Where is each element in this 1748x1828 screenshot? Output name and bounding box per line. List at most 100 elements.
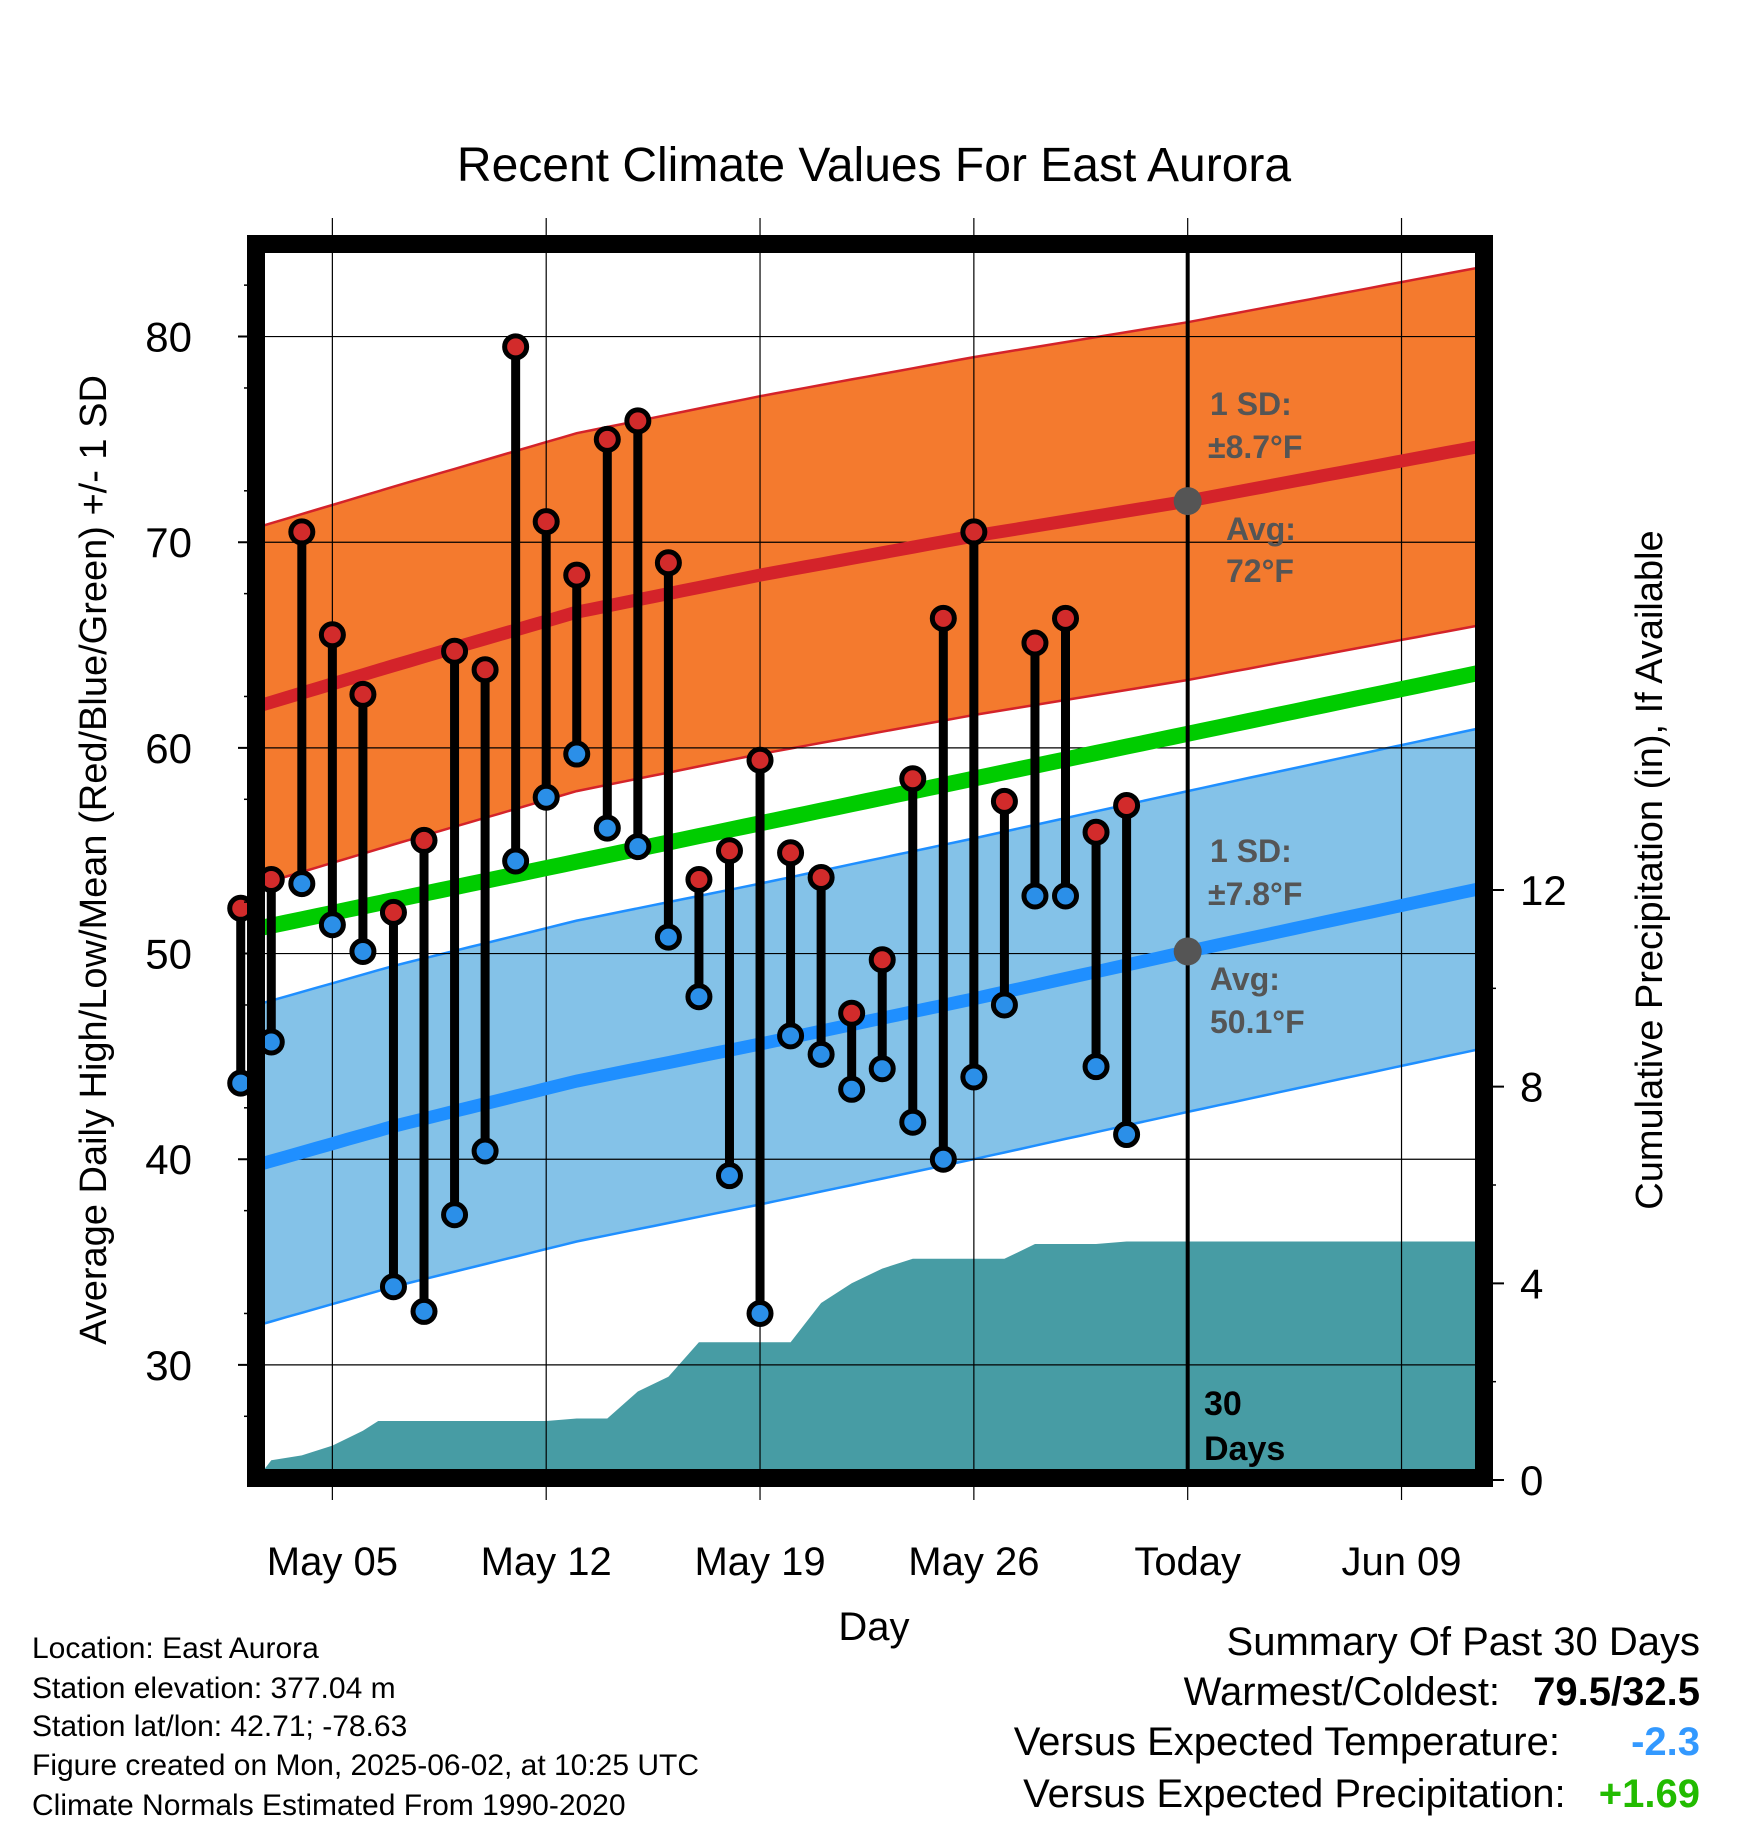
daily-high-point <box>288 518 316 546</box>
daily-low-point <box>960 1063 988 1091</box>
y-tick-label: 30 <box>145 1342 192 1389</box>
y-tick-label: 40 <box>145 1136 192 1183</box>
daily-high-point <box>471 656 499 684</box>
info-normals: Climate Normals Estimated From 1990-2020 <box>32 1789 626 1822</box>
precipitation-area <box>256 1241 1484 1480</box>
high-band-upper-edge <box>255 266 1479 529</box>
info-location: Location: East Aurora <box>32 1632 319 1665</box>
daily-low-point <box>899 1108 927 1136</box>
low-average-marker <box>1173 937 1202 966</box>
y-tick-label: 70 <box>145 519 192 566</box>
summary-precipitation: Versus Expected Precipitation: +1.69 <box>1023 1772 1700 1817</box>
daily-high-point <box>868 946 896 974</box>
days-label-line1: 30 <box>1204 1385 1242 1423</box>
high-band-lower-edge <box>255 624 1479 887</box>
daily-low-point <box>1052 882 1080 910</box>
x-tick-label: May 05 <box>267 1540 398 1584</box>
daily-high-point <box>441 637 469 665</box>
daily-low-point <box>532 783 560 811</box>
daily-low-point <box>715 1162 743 1190</box>
warmest-coldest-value: 79.5/32.5 <box>1533 1670 1700 1714</box>
daily-high-point <box>838 999 866 1027</box>
annotations: 1 SD: ±8.7°F Avg: 72°F 1 SD: ±7.8°F Avg: 50.1°F… <box>1173 386 1305 1468</box>
daily-high-point <box>960 518 988 546</box>
daily-high-point <box>379 898 407 926</box>
axes: 30 40 50 60 70 80 0 4 8 12 May 05 May 12 May 19 May 2… <box>73 284 1671 1649</box>
daily-high-point <box>1082 818 1110 846</box>
daily-high-point <box>410 826 438 854</box>
daily-low-point <box>807 1040 835 1068</box>
daily-low-point <box>441 1201 469 1229</box>
y-tick-label: 60 <box>145 725 192 772</box>
x-axis-label: Day <box>838 1605 909 1649</box>
daily-low-point <box>379 1273 407 1301</box>
daily-high-point <box>624 407 652 435</box>
high-sd-label: 1 SD: <box>1210 386 1292 422</box>
high-sd-band <box>256 267 1478 886</box>
daily-high-point <box>807 863 835 891</box>
daily-low-point <box>502 847 530 875</box>
high-sd-value: ±8.7°F <box>1208 429 1302 465</box>
high-average-marker <box>1173 487 1202 516</box>
daily-high-point <box>318 621 346 649</box>
daily-low-point <box>318 911 346 939</box>
daily-low-point <box>288 870 316 898</box>
cumulative-precip-area <box>256 1241 1484 1480</box>
daily-high-point <box>685 866 713 894</box>
mean-line <box>254 665 1480 937</box>
daily-low-point <box>746 1299 774 1327</box>
info-latlon: Station lat/lon: 42.71; -78.63 <box>32 1710 408 1743</box>
low-sd-value: ±7.8°F <box>1208 876 1302 912</box>
daily-low-point <box>563 740 591 768</box>
precip-label: Versus Expected Precipitation: <box>1023 1772 1566 1816</box>
summary-warmest-coldest: Warmest/Coldest: 79.5/32.5 <box>1184 1670 1700 1715</box>
x-tick-label: May 26 <box>908 1540 1039 1584</box>
low-band-upper-edge <box>255 727 1479 1007</box>
y-tick-label: 80 <box>145 314 192 361</box>
x-tick-label: May 12 <box>481 1540 612 1584</box>
warmest-coldest-label: Warmest/Coldest: <box>1183 1670 1501 1714</box>
precip-value: +1.69 <box>1598 1772 1700 1816</box>
high-avg-value: 72°F <box>1226 553 1294 589</box>
daily-high-point <box>746 746 774 774</box>
high-avg-label: Avg: <box>1226 511 1296 547</box>
daily-low-point <box>990 991 1018 1019</box>
daily-high-point <box>990 787 1018 815</box>
precip-tick-label: 4 <box>1520 1260 1543 1307</box>
daily-low-point <box>777 1022 805 1050</box>
summary-heading: Summary Of Past 30 Days <box>1226 1620 1700 1664</box>
x-tick-label: May 19 <box>694 1540 825 1584</box>
daily-high-point <box>1113 791 1141 819</box>
daily-low-point <box>868 1055 896 1083</box>
info-created: Figure created on Mon, 2025-06-02, at 10… <box>32 1749 700 1782</box>
daily-high-point <box>532 508 560 536</box>
y-axis-label: Average Daily High/Low/Mean (Red/Blue/Gr… <box>73 375 115 1345</box>
daily-low-point <box>929 1145 957 1173</box>
daily-low-point <box>1113 1121 1141 1149</box>
precip-tick-label: 12 <box>1520 867 1567 914</box>
temp-label: Versus Expected Temperature: <box>1013 1720 1560 1764</box>
daily-low-point <box>349 937 377 965</box>
daily-high-point <box>563 561 591 589</box>
temp-value: -2.3 <box>1631 1720 1700 1764</box>
low-avg-label: Avg: <box>1210 961 1280 997</box>
days-label-line2: Days <box>1204 1430 1285 1468</box>
daily-high-point <box>1052 604 1080 632</box>
precip-tick-label: 0 <box>1520 1457 1543 1504</box>
daily-low-point <box>471 1137 499 1165</box>
daily-low-point <box>1021 882 1049 910</box>
info-elevation: Station elevation: 377.04 m <box>32 1672 396 1705</box>
daily-low-point <box>838 1075 866 1103</box>
daily-low-point <box>654 923 682 951</box>
low-average-line <box>254 882 1480 1172</box>
summary-temperature: Versus Expected Temperature: -2.3 <box>1014 1720 1700 1765</box>
plot-frame <box>247 235 1493 1487</box>
low-avg-value: 50.1°F <box>1210 1004 1305 1040</box>
chart-title: Recent Climate Values For East Aurora <box>456 139 1292 192</box>
daily-high-point <box>777 839 805 867</box>
daily-low-point <box>593 814 621 842</box>
x-tick-label: Jun 09 <box>1341 1540 1461 1584</box>
daily-high-point <box>502 333 530 361</box>
precip-tick-label: 8 <box>1520 1064 1543 1111</box>
